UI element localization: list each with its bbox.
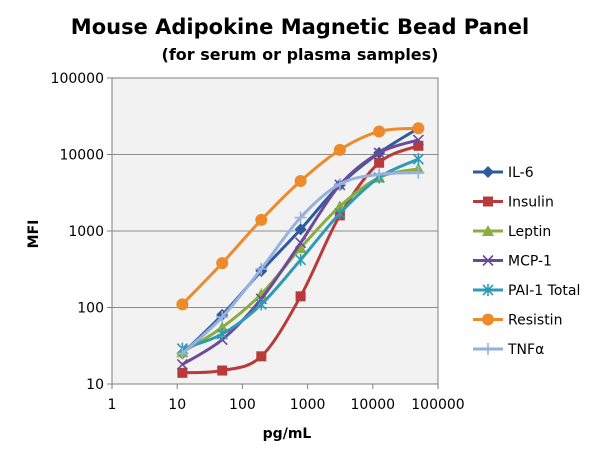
data-point-mcp-1 (412, 134, 424, 146)
legend-label-tnf: TNFα (507, 342, 544, 358)
x-tick-label: 1 (108, 397, 117, 413)
legend-marker-mcp-1 (482, 254, 494, 267)
data-point-insulin (295, 291, 306, 302)
x-tick-label: 1000 (290, 397, 326, 413)
data-point-tnf (176, 347, 189, 360)
legend-item-pai-1-total: PAI-1 Total (473, 283, 580, 299)
data-point-mcp-1 (295, 237, 307, 249)
series-resistin (176, 122, 425, 311)
legend-marker-tnf (482, 343, 494, 355)
data-point-resistin (373, 125, 386, 138)
series-tnf (176, 166, 425, 360)
legend-marker-insulin (483, 196, 493, 207)
data-point-resistin (216, 257, 229, 270)
data-point-pai-1-total (334, 207, 346, 220)
data-point-tnf (373, 168, 386, 181)
data-point-tnf (255, 262, 268, 275)
data-point-pai-1-total (255, 298, 267, 311)
x-tick-label: 10000 (351, 397, 396, 413)
data-point-resistin (333, 143, 346, 156)
chart-title: Mouse Adipokine Magnetic Bead Panel (71, 15, 529, 39)
legend-item-il-6: IL-6 (473, 165, 534, 181)
legend-marker-leptin (482, 225, 494, 236)
legend-marker-pai-1-total (482, 284, 494, 296)
x-axis-label: pg/mL (263, 426, 312, 442)
legend-item-mcp-1: MCP-1 (473, 254, 552, 270)
legend: IL-6 Insulin Leptin MCP-1 PAI-1 Total Resisti… (473, 165, 580, 358)
legend-item-resistin: Resistin (473, 313, 562, 329)
y-tick-label: 100 (77, 301, 104, 317)
chart-subtitle: (for serum or plasma samples) (162, 45, 439, 64)
legend-item-insulin: Insulin (473, 195, 554, 211)
legend-item-tnf: TNFα (473, 342, 544, 358)
data-point-mcp-1 (373, 147, 385, 159)
data-point-pai-1-total (216, 328, 228, 341)
gridlines (112, 154, 438, 308)
data-point-leptin (294, 241, 307, 253)
data-point-insulin (256, 351, 267, 362)
legend-label-mcp-1: MCP-1 (508, 254, 552, 270)
data-point-insulin (374, 157, 385, 168)
legend-marker-il-6 (482, 166, 494, 178)
x-tick-label: 10 (168, 397, 186, 413)
data-point-tnf (294, 211, 307, 224)
data-point-leptin (216, 321, 229, 333)
data-point-resistin (294, 175, 307, 188)
data-point-mcp-1 (176, 358, 188, 371)
legend-marker-resistin (482, 313, 494, 326)
data-point-pai-1-total (295, 253, 307, 266)
data-point-tnf (333, 178, 346, 191)
x-tick-label: 100 (229, 397, 256, 413)
series-lines (176, 122, 425, 378)
legend-label-insulin: Insulin (508, 195, 554, 211)
legend-item-leptin: Leptin (473, 224, 551, 240)
y-axis-label: MFI (26, 220, 42, 249)
data-point-pai-1-total (412, 153, 424, 166)
data-point-insulin (413, 140, 424, 151)
data-point-il-6 (294, 223, 307, 236)
data-point-insulin (177, 367, 188, 378)
y-tick-label: 100000 (51, 71, 104, 87)
data-point-tnf (412, 166, 425, 179)
legend-label-leptin: Leptin (508, 224, 551, 240)
y-tick-label: 10 (86, 377, 104, 393)
legend-label-pai-1-total: PAI-1 Total (508, 283, 580, 299)
x-tick-label: 100000 (411, 397, 464, 413)
data-point-resistin (255, 213, 268, 226)
data-point-resistin (412, 122, 425, 135)
legend-label-il-6: IL-6 (508, 165, 534, 181)
data-point-insulin (217, 365, 228, 376)
y-tick-label: 10000 (59, 148, 104, 164)
data-point-tnf (216, 311, 229, 324)
data-point-resistin (176, 298, 189, 311)
y-tick-label: 1000 (68, 224, 104, 240)
legend-label-resistin: Resistin (508, 313, 562, 329)
